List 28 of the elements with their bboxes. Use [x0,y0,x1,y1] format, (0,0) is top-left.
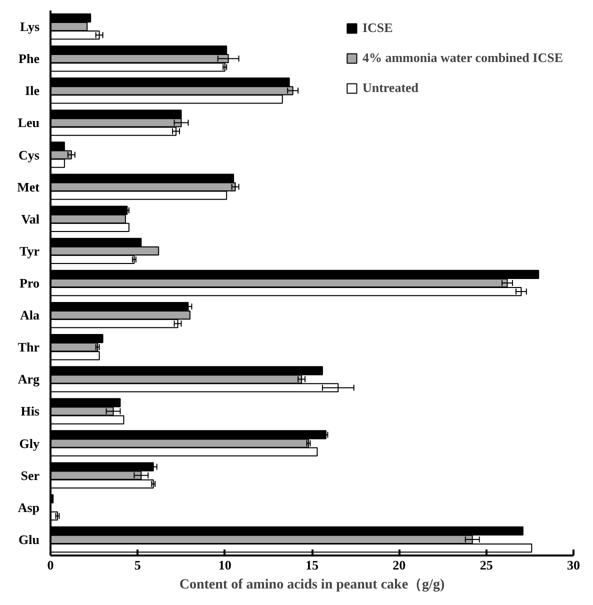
legend-label: 4% ammonia water combined ICSE [362,50,563,66]
y-tick-label: Tyr [20,243,40,258]
y-tick-label: Phe [18,51,40,66]
x-tick-label: 15 [306,558,319,572]
y-tick-label: Ser [20,468,40,483]
x-tick-label: 5 [134,558,142,572]
x-tick-label: 0 [47,558,54,572]
y-tick-label: His [20,404,40,419]
x-tick-label: 30 [567,558,580,572]
y-tick-label: Thr [18,340,40,355]
x-axis-title: Content of amino acids in peanut cake（g/g) [179,578,445,592]
y-tick-label: Gly [19,436,40,451]
y-tick-label: Met [17,179,40,194]
y-tick-label: Arg [18,372,40,387]
x-tick-label: 10 [218,558,232,572]
y-tick-label: Leu [18,115,40,130]
y-tick-label: Cys [18,147,40,162]
legend-label: ICSE [362,20,393,36]
x-tick-label: 25 [480,558,494,572]
x-tick-label: 20 [392,558,406,572]
y-tick-label: Glu [18,532,40,547]
legend-label: Untreated [362,80,419,96]
y-tick-label: Lys [20,19,40,34]
y-tick-label: Ile [25,83,40,98]
y-tick-label: Pro [20,276,40,290]
y-tick-label: Ala [20,308,40,323]
y-tick-label: Asp [18,500,40,515]
y-tick-label: Val [21,211,40,226]
